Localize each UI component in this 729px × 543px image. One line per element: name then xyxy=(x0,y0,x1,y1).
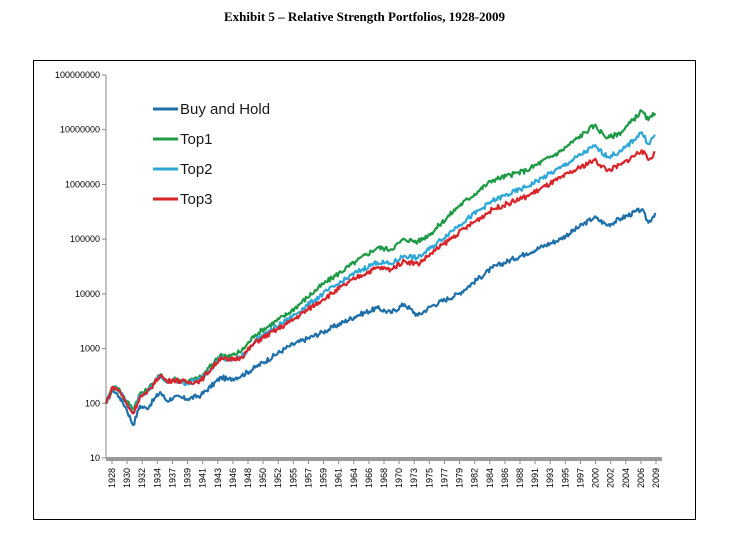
x-tick-label: 1941 xyxy=(198,468,208,488)
x-tick-label: 1968 xyxy=(379,468,389,488)
y-tick-label: 100000000 xyxy=(55,70,100,80)
x-tick-label: 2002 xyxy=(606,468,616,488)
legend-label-top2: Top2 xyxy=(180,161,213,178)
series-line-buy-and-hold xyxy=(104,207,657,427)
x-tick-label: 2000 xyxy=(591,468,601,488)
x-tick-label: 1973 xyxy=(409,468,419,488)
x-tick-label: 1957 xyxy=(303,468,313,488)
x-tick-label: 1930 xyxy=(122,468,132,488)
x-axis-line xyxy=(106,457,662,461)
x-tick-label: 1950 xyxy=(258,468,268,488)
x-tick-label: 1991 xyxy=(530,468,540,488)
legend-label-top1: Top1 xyxy=(180,131,213,148)
x-tick-label: 1975 xyxy=(424,468,434,488)
x-tick-label: 1959 xyxy=(319,468,329,488)
x-tick-label: 1979 xyxy=(455,468,465,488)
axes xyxy=(102,74,662,464)
series-line-top1 xyxy=(105,109,657,410)
x-tick-label: 2009 xyxy=(651,468,661,488)
legend: Buy and Hold Top1 Top2 Top3 xyxy=(153,101,270,208)
x-tick-label: 1934 xyxy=(152,468,162,488)
x-tick-label: 1993 xyxy=(545,468,555,488)
x-tick-label: 1977 xyxy=(439,468,449,488)
x-tick-label: 1966 xyxy=(364,468,374,488)
x-tick-label: 1948 xyxy=(243,468,253,488)
tick-labels: 10 100 1000 10000 100000 1000000 10000000 10000… xyxy=(55,70,661,488)
series-lines xyxy=(104,109,657,427)
y-tick-label: 10000000 xyxy=(60,125,100,135)
x-tick-label: 2004 xyxy=(621,468,631,488)
chart-frame xyxy=(33,60,696,520)
y-tick-label: 100 xyxy=(85,398,100,408)
x-tick-label: 1986 xyxy=(500,468,510,488)
x-tick-label: 1982 xyxy=(470,468,480,488)
x-tick-label: 1928 xyxy=(107,468,117,488)
x-tick-label: 1970 xyxy=(394,468,404,488)
x-tick-label: 1984 xyxy=(485,468,495,488)
x-tick-label: 1946 xyxy=(228,468,238,488)
series-line-top3 xyxy=(104,149,656,415)
x-tick-label: 1939 xyxy=(183,468,193,488)
legend-label-buy-and-hold: Buy and Hold xyxy=(180,101,270,118)
legend-label-top3: Top3 xyxy=(180,191,213,208)
x-tick-label: 1955 xyxy=(288,468,298,488)
y-tick-label: 10 xyxy=(90,453,100,463)
x-tick-label: 1995 xyxy=(560,468,570,488)
x-tick-label: 1932 xyxy=(137,468,147,488)
x-tick-label: 1937 xyxy=(167,468,177,488)
x-tick-label: 2006 xyxy=(636,468,646,488)
x-tick-label: 1964 xyxy=(349,468,359,488)
x-tick-label: 1997 xyxy=(575,468,585,488)
x-tick-label: 1961 xyxy=(334,468,344,488)
series-line-top2 xyxy=(105,131,656,413)
x-tick-label: 1943 xyxy=(213,468,223,488)
y-tick-label: 1000000 xyxy=(65,179,100,189)
y-tick-label: 100000 xyxy=(70,234,100,244)
x-tick-label: 1952 xyxy=(273,468,283,488)
chart-title: Exhibit 5 – Relative Strength Portfolios… xyxy=(223,9,506,24)
y-tick-label: 10000 xyxy=(75,289,100,299)
x-tick-label: 1988 xyxy=(515,468,525,488)
y-tick-label: 1000 xyxy=(80,344,100,354)
